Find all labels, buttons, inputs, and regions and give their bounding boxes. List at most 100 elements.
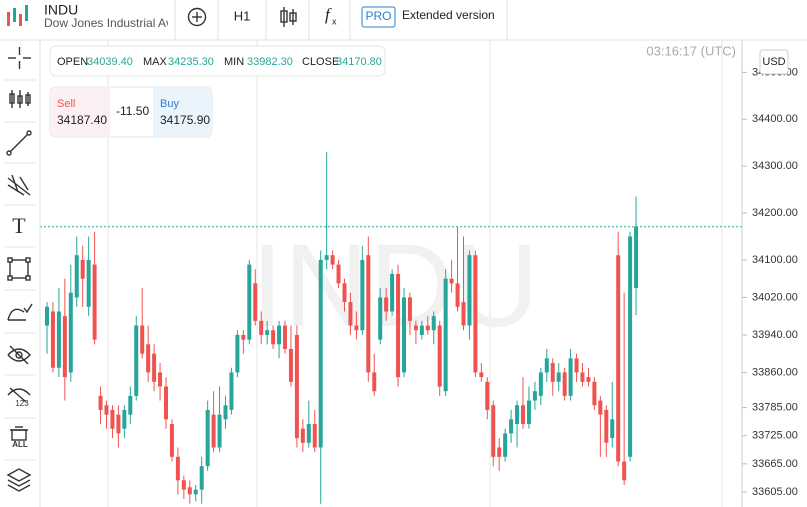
line-tool[interactable] [6, 130, 32, 156]
plot [40, 152, 742, 504]
pro-label: PRO [365, 9, 391, 23]
indicator-tool[interactable] [9, 90, 31, 108]
candle-body [521, 405, 525, 425]
candle-body [378, 297, 383, 340]
candle-body [277, 325, 282, 345]
y-tick-label: 34400.00 [752, 113, 798, 125]
chart-type-button[interactable] [280, 7, 297, 27]
y-tick-label: 33860.00 [752, 366, 798, 378]
candle-body [217, 414, 222, 448]
text-tool[interactable]: T [12, 213, 26, 238]
candle-body [199, 466, 204, 490]
candle-body [622, 461, 627, 481]
candle-body [544, 358, 549, 373]
candle-body [259, 320, 264, 335]
toolbar-separators [4, 79, 36, 461]
delete-all[interactable] [10, 426, 28, 441]
close-value: 34170.80 [336, 56, 382, 68]
candle-body [312, 424, 317, 448]
timeframe-button[interactable]: H1 [234, 8, 251, 23]
hide-drawings[interactable] [7, 345, 31, 365]
pro-badge[interactable] [361, 6, 396, 28]
max-label: MAX [143, 56, 168, 68]
candle-body [384, 297, 389, 312]
sell-price: 34187.40 [57, 113, 107, 127]
candle-body [396, 273, 401, 378]
candle-body [86, 259, 91, 307]
fib-tool[interactable] [7, 174, 31, 196]
candle-body [98, 395, 103, 410]
candle-body [74, 255, 79, 298]
candle-body [526, 400, 531, 425]
candle-body [372, 372, 377, 392]
candle-body [586, 377, 591, 382]
function-button[interactable]: f [325, 5, 332, 24]
candle-body [187, 487, 192, 495]
candle-body [509, 419, 514, 434]
candle-body [604, 409, 609, 443]
shape-tool[interactable] [7, 257, 31, 281]
candle-body [425, 325, 430, 331]
y-tick-label: 34300.00 [752, 160, 798, 172]
sell-label: Sell [57, 98, 75, 110]
candle-body [402, 297, 406, 373]
candle-body [80, 259, 85, 279]
open-value: 34039.40 [87, 56, 133, 68]
candle-body [515, 405, 520, 425]
crosshair-tool[interactable] [8, 47, 31, 69]
max-value: 34235.30 [168, 56, 214, 68]
candle-body [503, 433, 508, 457]
candle-body [45, 306, 49, 326]
open-label: OPEN [57, 56, 88, 68]
instrument-name: Dow Jones Industrial Ave [44, 16, 179, 30]
buy-label: Buy [160, 98, 179, 110]
sell-button[interactable] [51, 88, 110, 136]
measure-tool[interactable] [7, 387, 31, 403]
candle-body [265, 330, 270, 335]
candle-body [134, 325, 139, 396]
buy-button[interactable] [153, 88, 211, 136]
layers-tool[interactable] [6, 468, 32, 492]
add-indicator-button[interactable] [187, 7, 207, 27]
candle-body [580, 372, 585, 382]
candle-body [348, 302, 353, 326]
ohlc-texts: OPEN 34039.40 MAX 34235.30 MIN 33982.30 … [57, 56, 382, 68]
candle-body [140, 325, 145, 354]
candle-body [175, 456, 180, 481]
candle-body [152, 353, 157, 382]
candle-body [306, 424, 311, 443]
candle-body [598, 400, 603, 415]
candle-body [50, 311, 55, 368]
candle-body [247, 264, 252, 340]
candle-body [253, 283, 258, 321]
candle-body [104, 405, 109, 415]
y-tick-label: 34020.00 [752, 291, 798, 303]
extended-version[interactable]: Extended version [402, 8, 495, 22]
candle-body [550, 363, 555, 382]
buy-price: 34175.90 [160, 113, 210, 127]
candle-body [497, 447, 502, 457]
candle-body [419, 325, 424, 335]
delete-label: ALL [12, 440, 28, 449]
close-label: CLOSE [302, 56, 339, 68]
candle-body [146, 344, 151, 373]
pattern-tool[interactable] [7, 303, 33, 321]
candle-body [235, 334, 240, 373]
candle-body [616, 255, 621, 462]
logo [7, 5, 28, 26]
candle-body [193, 489, 198, 495]
currency: USD [762, 56, 785, 68]
candle-body [366, 255, 371, 373]
candle-body [342, 283, 347, 303]
candle-body [229, 372, 234, 410]
candle-body [288, 348, 293, 382]
candle-body [467, 255, 472, 326]
candle-body [205, 409, 210, 467]
candle-body [479, 372, 484, 378]
candle-body [128, 395, 133, 415]
currency-box[interactable] [759, 49, 789, 75]
candle-body [110, 409, 115, 429]
candle-body [437, 325, 442, 387]
candle-body [610, 419, 615, 439]
